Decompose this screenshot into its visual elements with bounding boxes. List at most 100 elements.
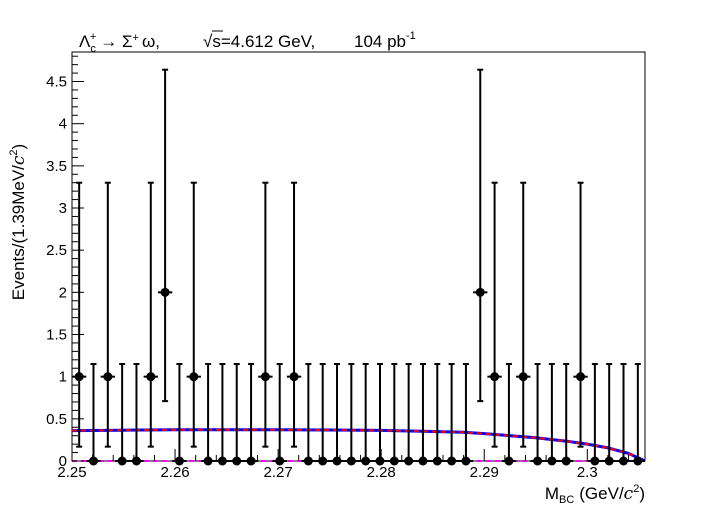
- data-point: [315, 363, 330, 466]
- data-point: [143, 181, 158, 448]
- data-marker: [303, 456, 313, 466]
- data-point: [530, 363, 545, 466]
- data-point: [372, 363, 388, 466]
- data-point: [501, 363, 517, 466]
- data-point: [473, 68, 488, 403]
- background-dashed-curve: [71, 428, 646, 462]
- plot-frame: [71, 51, 646, 462]
- data-marker: [346, 456, 356, 466]
- data-point: [200, 363, 216, 466]
- data-marker: [404, 456, 414, 466]
- y-tick-label: 1.5: [46, 327, 67, 344]
- data-point: [444, 363, 459, 466]
- data-point: [559, 363, 574, 466]
- data-point: [415, 363, 431, 466]
- data-marker: [475, 287, 485, 297]
- data-point: [616, 363, 631, 466]
- data-marker: [217, 456, 227, 466]
- data-marker: [103, 372, 113, 382]
- data-point: [215, 363, 230, 466]
- y-tick-label: 3.5: [46, 158, 67, 175]
- data-marker: [318, 456, 328, 466]
- data-point: [272, 363, 287, 466]
- data-point: [229, 363, 244, 466]
- y-tick-label: 3: [59, 200, 67, 217]
- data-point: [430, 363, 445, 466]
- data-point: [516, 181, 531, 448]
- data-point: [358, 363, 373, 466]
- data-point: [114, 363, 130, 466]
- data-marker: [332, 456, 342, 466]
- data-point: [602, 363, 617, 466]
- axes: 2.25 2.26 2.27 2.28 2.29 2.3 0 0.5 1 1.5 2 2.5 3 3.5 4…: [46, 55, 630, 481]
- data-point: [587, 363, 603, 466]
- data-marker: [275, 456, 285, 466]
- data-marker: [633, 456, 643, 466]
- data-point: [186, 181, 201, 448]
- data-point: [329, 363, 345, 466]
- data-point: [172, 363, 187, 466]
- data-marker: [260, 372, 270, 382]
- data-marker: [590, 456, 600, 466]
- x-axis-label: MBC (GeV/c2): [545, 483, 645, 506]
- data-marker: [604, 456, 614, 466]
- x-tick-label: 2.28: [367, 464, 396, 481]
- data-marker: [246, 456, 256, 466]
- data-marker: [389, 456, 399, 466]
- x-tick-label: 2.3: [577, 464, 598, 481]
- plot-border: [71, 51, 646, 462]
- data-marker: [418, 456, 428, 466]
- data-point: [544, 363, 560, 466]
- data-marker: [361, 456, 371, 466]
- data-marker: [447, 456, 457, 466]
- data-marker: [189, 372, 199, 382]
- data-point: [100, 181, 115, 448]
- fit-curves: [71, 428, 646, 463]
- data-point: [401, 363, 416, 466]
- y-tick-label: 0: [59, 453, 67, 470]
- data-marker: [533, 456, 543, 466]
- data-marker: [131, 456, 141, 466]
- data-point: [286, 181, 302, 448]
- data-point: [458, 363, 474, 466]
- data-point: [86, 363, 101, 466]
- data-marker: [146, 372, 156, 382]
- data-marker: [432, 456, 442, 466]
- data-marker: [88, 456, 98, 466]
- data-marker: [174, 456, 184, 466]
- data-point: [301, 363, 316, 466]
- data-point: [72, 181, 87, 448]
- data-marker: [518, 372, 528, 382]
- data-point: [258, 181, 273, 448]
- data-point: [129, 363, 144, 466]
- y-tick-label: 0.5: [46, 411, 67, 428]
- y-tick-label: 1: [59, 369, 67, 386]
- data-marker: [203, 456, 213, 466]
- data-point: [157, 68, 173, 403]
- fit-curve: [71, 428, 646, 463]
- data-marker: [547, 456, 557, 466]
- data-marker: [117, 456, 127, 466]
- y-tick-label: 2: [59, 284, 67, 301]
- data-marker: [576, 372, 586, 382]
- x-tick-label: 2.29: [470, 464, 499, 481]
- x-tick-label: 2.27: [264, 464, 293, 481]
- data-point: [344, 363, 359, 466]
- y-tick-label: 2.5: [46, 242, 67, 259]
- data-point: [243, 363, 259, 466]
- data-marker: [375, 456, 385, 466]
- y-tick-label: 4.5: [46, 74, 67, 91]
- data-marker: [160, 287, 170, 297]
- data-point: [573, 181, 588, 448]
- data-marker: [619, 456, 629, 466]
- data-marker: [490, 372, 500, 382]
- y-tick-label: 4: [59, 116, 67, 133]
- data-marker: [504, 456, 514, 466]
- chart-title: Λc+ → Σ+ ω,: [79, 31, 160, 55]
- x-tick-label: 2.25: [57, 464, 86, 481]
- data-points: [72, 68, 645, 466]
- data-point: [387, 363, 402, 466]
- data-point: [630, 363, 645, 466]
- chart-luminosity: 104 pb-1: [354, 30, 416, 51]
